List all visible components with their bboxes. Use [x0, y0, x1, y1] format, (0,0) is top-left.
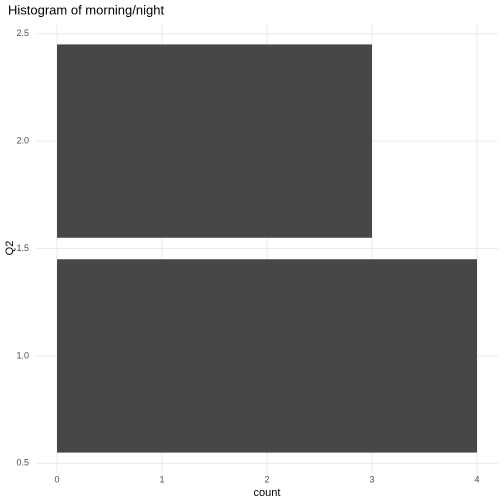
- y-tick-label: 2.5: [16, 28, 29, 38]
- y-tick-label: 0.5: [16, 458, 29, 468]
- x-axis-label: count: [254, 487, 281, 499]
- x-tick-label: 0: [54, 474, 59, 484]
- x-tick-label: 1: [159, 474, 164, 484]
- y-tick-label: 1.0: [16, 350, 29, 360]
- bar: [57, 44, 372, 238]
- chart-title: Histogram of morning/night: [8, 2, 164, 17]
- y-tick-label: 1.5: [16, 243, 29, 253]
- x-tick-label: 4: [474, 474, 479, 484]
- bar: [57, 259, 477, 453]
- y-tick-label: 2.0: [16, 135, 29, 145]
- y-axis-label: Q2: [4, 241, 16, 256]
- x-tick-label: 3: [369, 474, 374, 484]
- x-tick-label: 2: [264, 474, 269, 484]
